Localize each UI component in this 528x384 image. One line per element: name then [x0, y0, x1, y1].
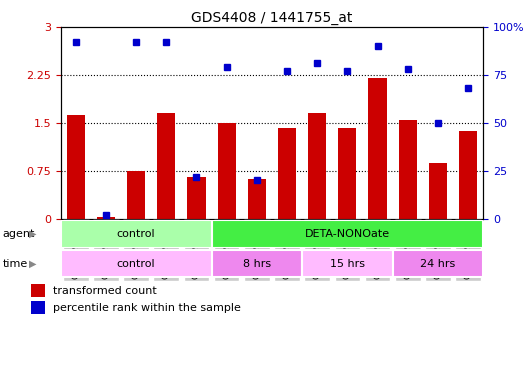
- Text: percentile rank within the sample: percentile rank within the sample: [53, 303, 240, 313]
- FancyBboxPatch shape: [184, 220, 209, 281]
- FancyBboxPatch shape: [335, 220, 360, 281]
- Bar: [278, 128, 296, 219]
- Text: GSM549090: GSM549090: [373, 224, 382, 279]
- Bar: [338, 128, 356, 219]
- Text: GSM549082: GSM549082: [131, 224, 140, 279]
- FancyBboxPatch shape: [93, 220, 119, 281]
- Text: transformed count: transformed count: [53, 286, 156, 296]
- Text: GSM549083: GSM549083: [162, 224, 171, 279]
- Text: GSM549093: GSM549093: [464, 224, 473, 279]
- Bar: [399, 120, 417, 219]
- FancyBboxPatch shape: [154, 220, 179, 281]
- Text: GSM549087: GSM549087: [282, 224, 291, 279]
- FancyBboxPatch shape: [212, 250, 302, 277]
- FancyBboxPatch shape: [274, 220, 300, 281]
- Text: ▶: ▶: [29, 258, 36, 269]
- FancyBboxPatch shape: [395, 220, 420, 281]
- Text: GSM549091: GSM549091: [403, 224, 412, 279]
- Bar: [67, 115, 85, 219]
- FancyBboxPatch shape: [63, 220, 89, 281]
- Text: GSM549092: GSM549092: [433, 224, 442, 279]
- Text: control: control: [117, 258, 155, 269]
- Text: 15 hrs: 15 hrs: [330, 258, 365, 269]
- FancyBboxPatch shape: [212, 220, 483, 248]
- Text: 8 hrs: 8 hrs: [243, 258, 271, 269]
- Text: GSM549084: GSM549084: [192, 224, 201, 279]
- Bar: [248, 179, 266, 219]
- Text: control: control: [117, 229, 155, 239]
- Bar: [187, 177, 205, 219]
- Bar: [459, 131, 477, 219]
- FancyBboxPatch shape: [61, 220, 212, 248]
- Text: GSM549088: GSM549088: [313, 224, 322, 279]
- Bar: [97, 217, 115, 219]
- Bar: [369, 78, 386, 219]
- Text: ▶: ▶: [29, 229, 36, 239]
- Text: GSM549085: GSM549085: [222, 224, 231, 279]
- FancyBboxPatch shape: [304, 220, 330, 281]
- Text: GSM549081: GSM549081: [101, 224, 110, 279]
- Bar: [218, 123, 235, 219]
- FancyBboxPatch shape: [393, 250, 483, 277]
- FancyBboxPatch shape: [244, 220, 270, 281]
- FancyBboxPatch shape: [61, 250, 212, 277]
- Bar: [31, 284, 45, 297]
- Bar: [127, 171, 145, 219]
- Bar: [157, 113, 175, 219]
- Text: GDS4408 / 1441755_at: GDS4408 / 1441755_at: [191, 11, 353, 25]
- Text: GSM549080: GSM549080: [71, 224, 80, 279]
- Bar: [429, 162, 447, 219]
- Bar: [31, 301, 45, 314]
- Bar: [308, 113, 326, 219]
- FancyBboxPatch shape: [425, 220, 451, 281]
- Text: GSM549086: GSM549086: [252, 224, 261, 279]
- Text: GSM549089: GSM549089: [343, 224, 352, 279]
- FancyBboxPatch shape: [124, 220, 149, 281]
- FancyBboxPatch shape: [365, 220, 390, 281]
- Text: agent: agent: [3, 229, 35, 239]
- FancyBboxPatch shape: [214, 220, 240, 281]
- FancyBboxPatch shape: [455, 220, 481, 281]
- FancyBboxPatch shape: [302, 250, 393, 277]
- Text: DETA-NONOate: DETA-NONOate: [305, 229, 390, 239]
- Text: 24 hrs: 24 hrs: [420, 258, 456, 269]
- Text: time: time: [3, 258, 28, 269]
